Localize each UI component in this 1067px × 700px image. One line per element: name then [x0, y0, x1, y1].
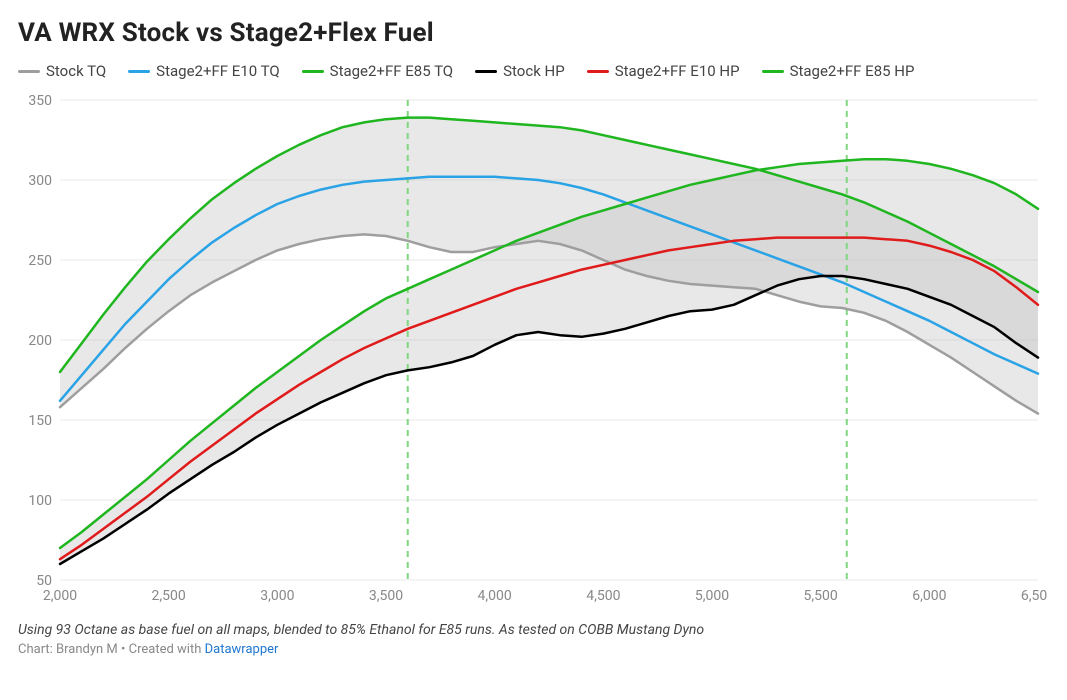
y-tick-label: 100 — [28, 493, 52, 509]
legend: Stock TQ Stage2+FF E10 TQ Stage2+FF E85 TQ… — [18, 62, 1049, 80]
x-tick-label: 4,500 — [586, 588, 620, 604]
legend-label: Stage2+FF E10 TQ — [156, 62, 279, 80]
x-tick-label: 6,000 — [912, 588, 946, 604]
x-tick-label: 6,500 — [1021, 588, 1048, 604]
legend-item: Stock TQ — [18, 62, 106, 80]
x-tick-label: 5,500 — [804, 588, 838, 604]
y-tick-label: 250 — [28, 253, 52, 269]
x-tick-label: 2,500 — [152, 588, 186, 604]
footnote: Using 93 Octane as base fuel on all maps… — [18, 622, 1049, 638]
legend-item: Stock HP — [475, 62, 565, 80]
y-tick-label: 350 — [28, 93, 52, 109]
y-tick-label: 300 — [28, 173, 52, 189]
legend-swatch — [587, 70, 609, 73]
y-tick-label: 200 — [28, 333, 52, 349]
legend-label: Stage2+FF E85 TQ — [330, 62, 453, 80]
legend-item: Stage2+FF E10 TQ — [128, 62, 279, 80]
legend-swatch — [762, 70, 784, 73]
x-tick-label: 4,000 — [478, 588, 512, 604]
x-tick-label: 3,000 — [260, 588, 294, 604]
legend-item: Stage2+FF E10 HP — [587, 62, 740, 80]
legend-swatch — [128, 70, 150, 73]
y-tick-label: 50 — [36, 573, 52, 589]
legend-item: Stage2+FF E85 HP — [762, 62, 915, 80]
legend-label: Stock HP — [503, 62, 565, 80]
legend-label: Stage2+FF E85 HP — [790, 62, 915, 80]
credit-line: Chart: Brandyn M • Created with Datawrap… — [18, 642, 1049, 657]
chart-title: VA WRX Stock vs Stage2+Flex Fuel — [18, 18, 1049, 48]
credit-prefix: Chart: Brandyn M • Created with — [18, 642, 205, 657]
chart-container: VA WRX Stock vs Stage2+Flex Fuel Stock T… — [0, 0, 1067, 700]
x-tick-label: 2,000 — [43, 588, 77, 604]
chart-svg: 50 100 150 200 250 300 350 2,000 2,500 3,000 3,500… — [18, 90, 1048, 610]
x-tick-label: 5,000 — [695, 588, 729, 604]
plot-area: 50 100 150 200 250 300 350 2,000 2,500 3,000 3,500… — [18, 90, 1049, 614]
legend-swatch — [302, 70, 324, 73]
y-tick-label: 150 — [28, 413, 52, 429]
legend-swatch — [18, 70, 40, 73]
legend-label: Stock TQ — [46, 62, 106, 80]
credit-link[interactable]: Datawrapper — [205, 642, 279, 657]
legend-swatch — [475, 70, 497, 73]
legend-label: Stage2+FF E10 HP — [615, 62, 740, 80]
x-tick-label: 3,500 — [369, 588, 403, 604]
legend-item: Stage2+FF E85 TQ — [302, 62, 453, 80]
